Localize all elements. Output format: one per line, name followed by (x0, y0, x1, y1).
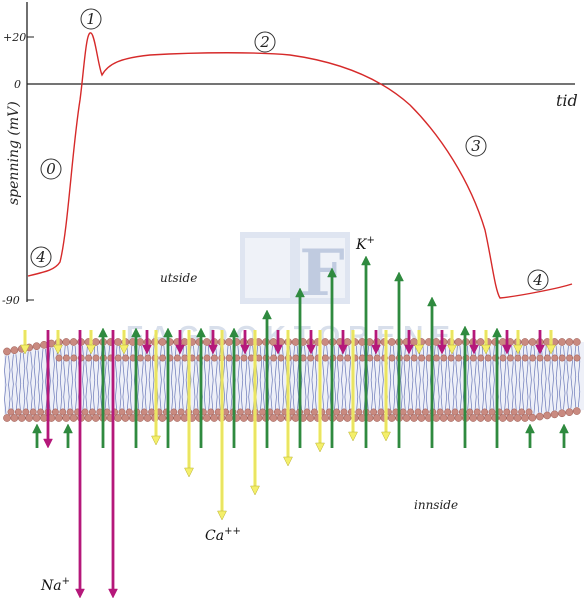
action-potential-curve (27, 32, 573, 299)
potassium-arrow (295, 287, 305, 448)
phase-marker-1: 1 (80, 8, 102, 30)
phase-markers: 0 1 2 3 4 4 (30, 8, 549, 291)
potassium-arrow (559, 423, 569, 448)
svg-text:0: 0 (46, 160, 56, 178)
potassium-arrow (163, 327, 173, 448)
potassium-arrow (525, 423, 535, 448)
calcium-arrow (86, 330, 96, 355)
phase-marker-3: 3 (465, 135, 487, 157)
potassium-arrow (460, 325, 470, 448)
y-axis-label: spenning (mV) (6, 101, 22, 205)
svg-text:1: 1 (86, 10, 96, 28)
sodium-arrow (469, 330, 479, 355)
phase-marker-4-right: 4 (527, 269, 549, 291)
calcium-arrow (447, 330, 457, 355)
ion-channel-arrows (20, 255, 569, 599)
sodium-arrow (208, 330, 218, 355)
potassium-arrow (131, 327, 141, 448)
ion-label-sodium: Na+ (40, 576, 70, 594)
calcium-arrow (151, 330, 161, 446)
tick-label-zero: 0 (14, 78, 21, 91)
sodium-arrow (502, 330, 512, 355)
calcium-arrow (315, 330, 325, 453)
sodium-arrow (437, 330, 447, 355)
sodium-arrow (142, 330, 152, 355)
sodium-arrow (240, 330, 250, 355)
potassium-arrow (492, 327, 502, 448)
calcium-arrow (283, 330, 293, 467)
potassium-arrow (262, 309, 272, 448)
potassium-arrow (98, 327, 108, 448)
calcium-arrow (184, 330, 194, 478)
sodium-arrow (535, 330, 545, 355)
sodium-arrow (404, 330, 414, 355)
calcium-arrow (381, 330, 391, 442)
potassium-arrow (229, 327, 239, 448)
sodium-arrow (43, 330, 53, 449)
potassium-arrow (427, 296, 437, 448)
ion-label-potassium: K+ (355, 235, 375, 253)
svg-text:F: F (299, 236, 344, 311)
svg-text:2: 2 (259, 33, 270, 51)
sodium-arrow (306, 330, 316, 355)
calcium-arrow (546, 330, 556, 355)
outside-label: utside (160, 271, 197, 285)
potassium-arrow (196, 327, 206, 448)
potassium-arrow (63, 423, 73, 448)
calcium-arrow (119, 330, 129, 355)
tick-label-minus90: -90 (2, 294, 20, 307)
calcium-arrow (217, 330, 227, 521)
svg-text:3: 3 (471, 137, 481, 155)
calcium-arrow (20, 330, 30, 355)
svg-text:Na+: Na+ (40, 576, 70, 594)
svg-text:4: 4 (35, 248, 46, 266)
calcium-arrow (513, 330, 523, 355)
tick-label-plus20: +20 (3, 31, 26, 44)
potassium-arrow (394, 271, 404, 448)
ion-label-calcium: Ca++ (205, 526, 241, 544)
svg-text:Ca++: Ca++ (205, 526, 241, 544)
calcium-arrow (53, 330, 63, 355)
sodium-arrow (371, 330, 381, 355)
x-axis-label: tid (556, 91, 578, 110)
calcium-arrow (348, 330, 358, 442)
sodium-arrow (273, 330, 283, 355)
sodium-arrow (175, 330, 185, 355)
potassium-arrow (327, 267, 337, 448)
phase-marker-0: 0 (40, 158, 62, 180)
svg-text:4: 4 (532, 271, 543, 289)
inside-label: innside (414, 498, 458, 512)
potassium-arrow (32, 423, 42, 448)
sodium-arrow (108, 330, 118, 599)
sodium-arrow (75, 330, 85, 599)
calcium-arrow (414, 330, 424, 355)
watermark-logo-icon: F (240, 232, 350, 311)
phase-marker-4-left: 4 (30, 246, 52, 268)
axes: +20 0 -90 spenning (mV) tid (2, 2, 578, 307)
phase-marker-2: 2 (254, 31, 276, 53)
svg-text:K+: K+ (355, 235, 375, 253)
calcium-arrow (250, 330, 260, 496)
calcium-arrow (481, 330, 491, 355)
sodium-arrow (338, 330, 348, 355)
potassium-arrow (361, 255, 371, 448)
